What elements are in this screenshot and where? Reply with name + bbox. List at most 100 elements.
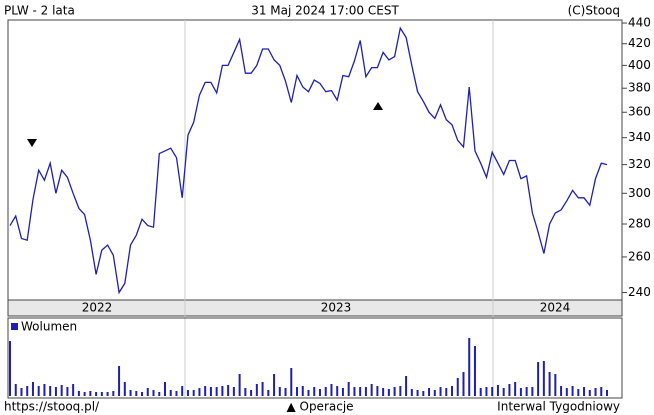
volume-bar (215, 387, 218, 396)
y-tick-label: 240 (628, 285, 651, 299)
volume-bar (209, 387, 212, 396)
volume-bar (9, 341, 11, 396)
volume-bar (37, 386, 40, 396)
volume-bar (152, 390, 155, 396)
volume-bar (169, 390, 172, 396)
volume-bar (141, 392, 144, 396)
volume-bar (118, 366, 121, 396)
volume-bar (554, 374, 557, 396)
volume-bar (416, 390, 419, 396)
volume-bar (83, 392, 86, 396)
volume-bar (594, 388, 597, 396)
volume-bar (112, 391, 115, 396)
volume-bar (577, 389, 580, 396)
volume-bar (60, 385, 63, 396)
volume-bar (313, 387, 316, 396)
y-tick-label: 300 (628, 186, 651, 200)
volume-bar (129, 390, 132, 396)
volume-bar (77, 391, 80, 396)
volume-bar (565, 388, 568, 396)
volume-bar (336, 386, 339, 396)
year-band (7, 299, 623, 317)
year-label: 2023 (321, 301, 352, 315)
volume-bar (519, 388, 522, 396)
y-tick-label: 380 (628, 81, 651, 95)
volume-bar (583, 387, 586, 396)
volume-bar (66, 387, 69, 396)
volume-bar (387, 389, 390, 396)
volume-bar (606, 390, 608, 396)
volume-bar (296, 387, 299, 396)
year-label: 2022 (82, 301, 113, 315)
volume-bar (123, 382, 126, 396)
volume-bar (479, 388, 482, 396)
volume-bar (548, 372, 551, 396)
volume-bar (232, 387, 235, 396)
volume-bar (393, 387, 396, 396)
volume-bar (255, 384, 258, 396)
footer-url: https://stooq.pl/ (4, 400, 100, 414)
volume-bar (496, 385, 499, 396)
volume-bar (491, 387, 494, 396)
volume-bar (244, 388, 247, 396)
y-tick-label: 340 (628, 130, 651, 144)
source: (C)Stooq (568, 4, 620, 18)
volume-bar (72, 384, 75, 396)
chart-title: PLW - 2 lata (4, 4, 75, 18)
volume-bar (588, 390, 591, 396)
volume-bar (163, 382, 166, 396)
volume-bar (359, 387, 362, 396)
volume-bar (485, 387, 488, 396)
volume-bar (456, 378, 459, 396)
y-tick-label: 280 (628, 216, 651, 230)
volume-bar (267, 390, 270, 396)
volume-bar (531, 387, 534, 396)
legend-swatch (11, 323, 18, 330)
volume-bar (54, 387, 57, 396)
volume-bar (221, 386, 224, 396)
volume-bar (502, 388, 505, 396)
year-label: 2024 (540, 301, 571, 315)
volume-bar (324, 387, 327, 396)
volume-bar (135, 391, 138, 396)
volume-bar (14, 384, 17, 396)
volume-bar (238, 374, 241, 396)
buy-marker (373, 102, 383, 110)
volume-bar (204, 386, 207, 396)
volume-bar (537, 362, 540, 396)
volume-bar (542, 361, 545, 396)
y-tick-label: 420 (628, 36, 651, 50)
volume-bar (353, 387, 356, 396)
y-tick-label: 360 (628, 105, 651, 119)
y-tick-label: 440 (628, 16, 651, 30)
volume-bar (508, 384, 511, 396)
volume-bar (514, 382, 517, 396)
volume-bar (89, 391, 92, 396)
volume-bar (451, 386, 454, 396)
volume-bar (445, 388, 448, 396)
legend-label: Wolumen (21, 320, 77, 334)
volume-bar (364, 387, 367, 396)
volume-bar (284, 388, 287, 396)
volume-bar (307, 390, 310, 396)
volume-bar (428, 388, 431, 396)
volume-bar (410, 389, 413, 396)
interval-label: Interwal Tygodniowy (497, 400, 620, 414)
volume-bar (26, 386, 29, 396)
volume-bar (49, 386, 52, 396)
y-tick-label: 260 (628, 249, 651, 263)
volume-bar (301, 386, 304, 396)
volume-bar (20, 388, 23, 396)
volume-bar (433, 390, 436, 396)
volume-bar (525, 387, 528, 396)
volume-bar (439, 387, 442, 396)
volume-bar (347, 382, 350, 396)
price-line (9, 26, 608, 295)
chart-subtitle: 31 Maj 2024 17:00 CEST (251, 4, 399, 18)
volume-bar (31, 382, 34, 396)
volume-bar (405, 376, 408, 396)
volume-bar (95, 392, 98, 396)
volume-bar (181, 386, 184, 396)
volume-bar (422, 391, 425, 396)
